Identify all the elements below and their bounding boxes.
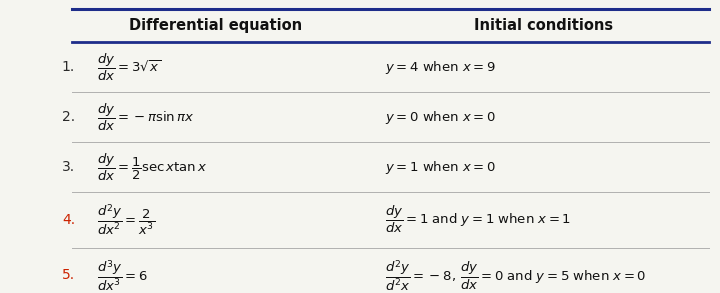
Text: Initial conditions: Initial conditions — [474, 18, 613, 33]
Text: $y{=}0$ when $x{=}0$: $y{=}0$ when $x{=}0$ — [385, 109, 496, 126]
Text: 1.: 1. — [62, 60, 75, 74]
Text: $\dfrac{dy}{dx} = 3\sqrt{x}$: $\dfrac{dy}{dx} = 3\sqrt{x}$ — [97, 52, 161, 83]
Text: $\dfrac{d^2y}{d^2x} = -8,\,\dfrac{dy}{dx} = 0$ and $y{=}5$ when $x{=}0$: $\dfrac{d^2y}{d^2x} = -8,\,\dfrac{dy}{dx… — [385, 258, 647, 293]
Text: $y{=}4$ when $x{=}9$: $y{=}4$ when $x{=}9$ — [385, 59, 496, 76]
Text: $\dfrac{dy}{dx} = -\pi\sin\pi x$: $\dfrac{dy}{dx} = -\pi\sin\pi x$ — [97, 102, 194, 133]
Text: 2.: 2. — [62, 110, 75, 124]
Text: $\dfrac{dy}{dx} = 1$ and $y{=}1$ when $x{=}1$: $\dfrac{dy}{dx} = 1$ and $y{=}1$ when $x… — [385, 204, 571, 235]
Text: $\dfrac{d^3y}{dx^3} = 6$: $\dfrac{d^3y}{dx^3} = 6$ — [97, 258, 148, 293]
Text: $y{=}1$ when $x{=}0$: $y{=}1$ when $x{=}0$ — [385, 159, 496, 176]
Text: 5.: 5. — [62, 268, 75, 282]
Text: Differential equation: Differential equation — [130, 18, 302, 33]
Text: 3.: 3. — [62, 160, 75, 174]
Text: $\dfrac{dy}{dx} = \dfrac{1}{2}\sec x\tan x$: $\dfrac{dy}{dx} = \dfrac{1}{2}\sec x\tan… — [97, 151, 207, 183]
Text: 4.: 4. — [62, 213, 75, 227]
Text: $\dfrac{d^2y}{dx^2} = \dfrac{2}{x^3}$: $\dfrac{d^2y}{dx^2} = \dfrac{2}{x^3}$ — [97, 202, 156, 237]
